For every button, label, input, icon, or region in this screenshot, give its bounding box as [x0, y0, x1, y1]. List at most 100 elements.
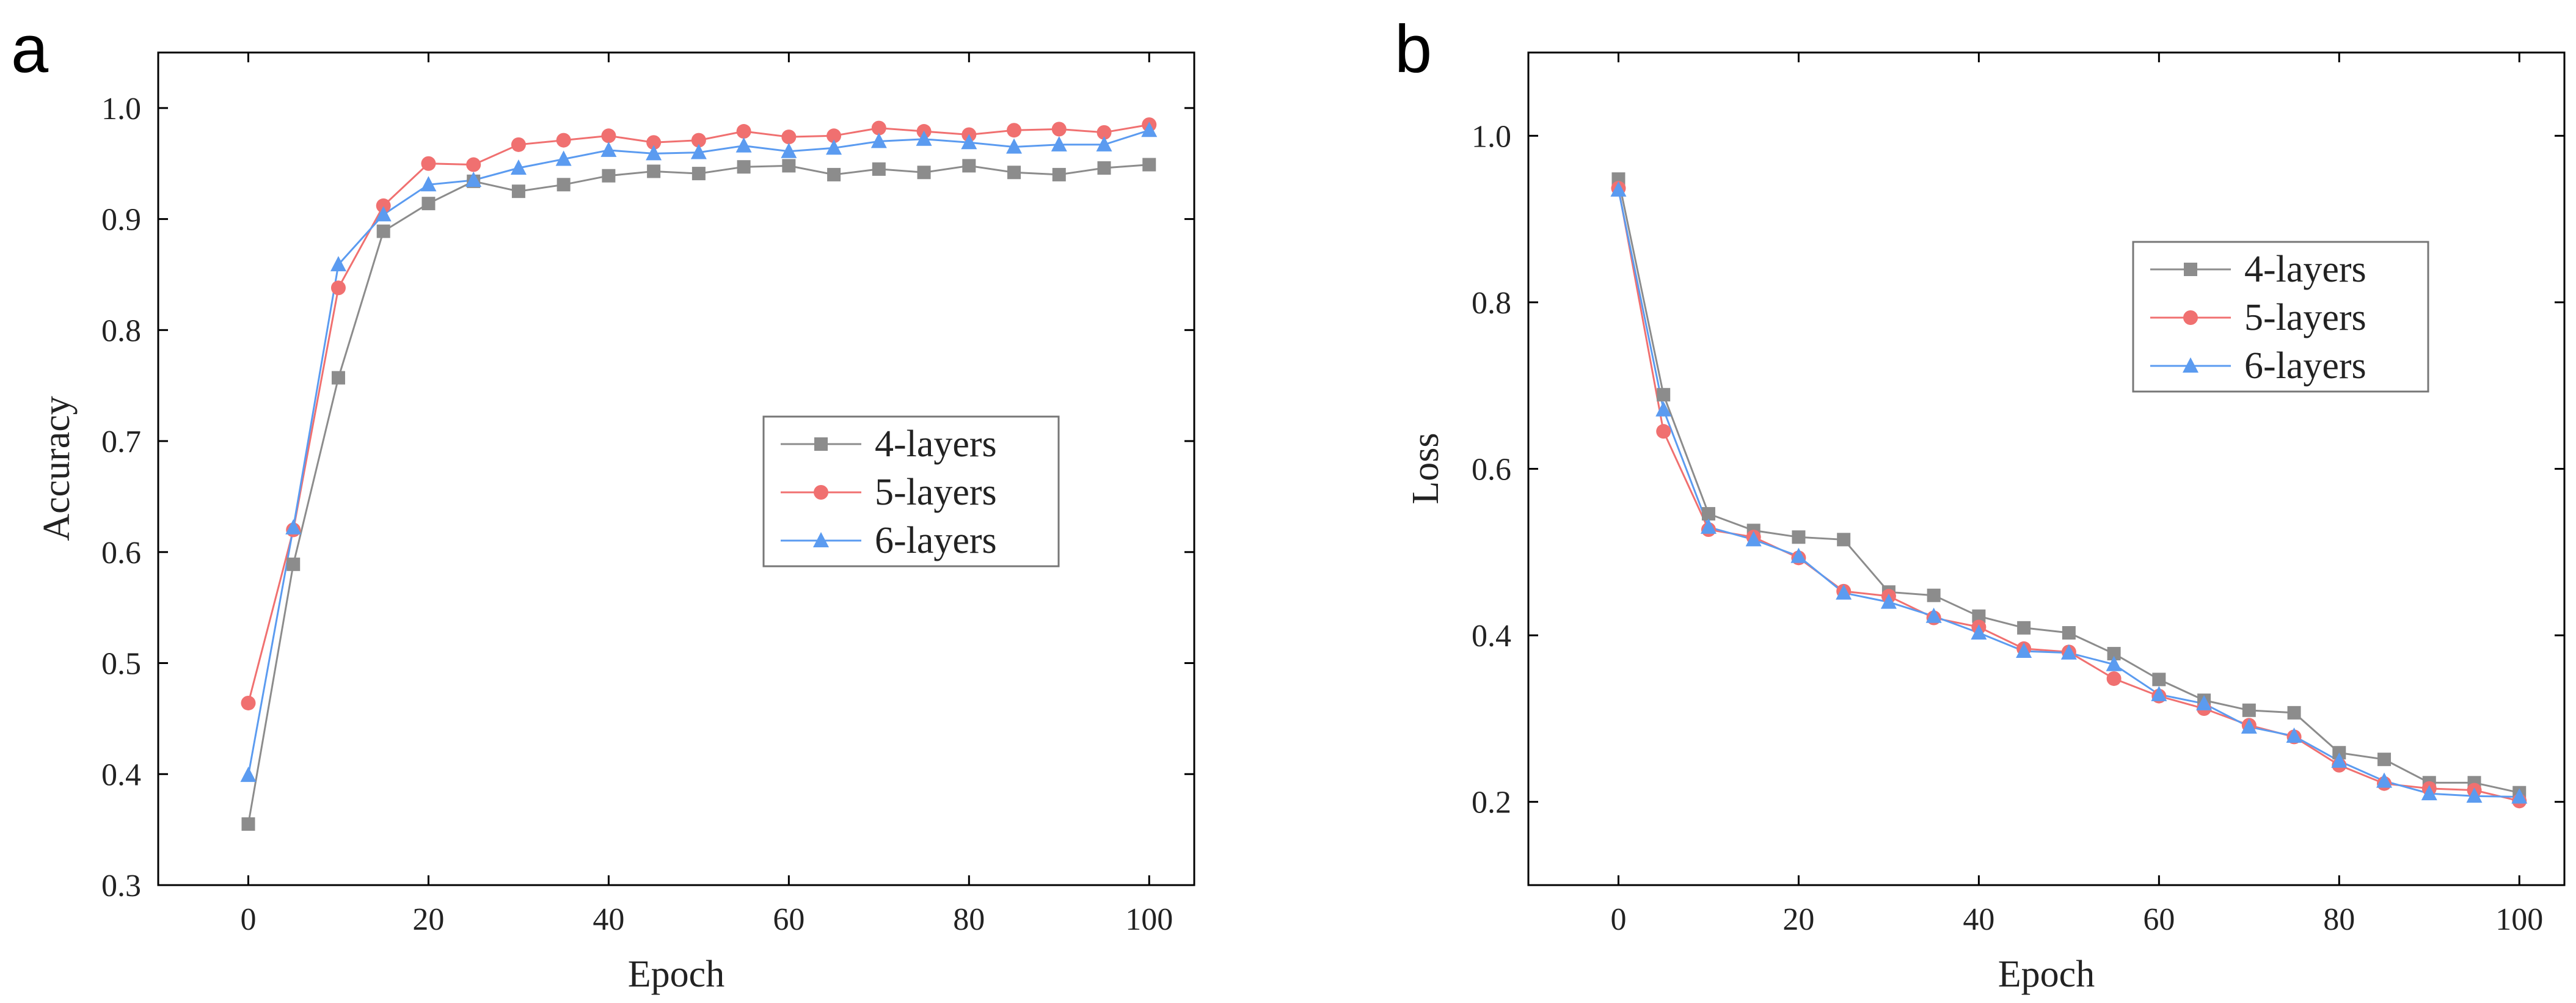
point-b-0-14 [2242, 703, 2256, 717]
point-a-2-18 [1051, 136, 1067, 151]
point-a-1-3 [376, 198, 391, 213]
x-tick-label-b-2: 40 [1963, 902, 1994, 937]
y-tick-label-a-6: 0.9 [101, 203, 141, 238]
point-a-2-4 [420, 176, 437, 192]
point-a-0-1 [286, 557, 301, 571]
point-b-0-7 [1927, 588, 1941, 602]
point-a-0-14 [872, 162, 886, 176]
point-a-1-7 [556, 133, 571, 148]
x-tick-label-a-5: 100 [1125, 902, 1173, 937]
y-tick-label-a-2: 0.5 [101, 647, 141, 682]
x-axis-title-a: Epoch [628, 954, 724, 995]
y-axis-title-b: Loss [1405, 432, 1447, 504]
point-a-1-19 [1096, 125, 1112, 140]
y-tick-label-a-3: 0.6 [101, 536, 141, 571]
point-a-0-15 [917, 166, 931, 180]
legend-marker-b-1 [2183, 310, 2198, 325]
legend-marker-a-2 [813, 532, 829, 547]
legend-label-b-1: 5-layers [2244, 297, 2366, 338]
point-a-0-7 [556, 178, 571, 192]
point-b-2-12 [2151, 685, 2167, 701]
axes-frame-b [1527, 51, 2566, 886]
panel-label-a: a [11, 12, 49, 87]
x-tick-label-a-1: 20 [412, 902, 444, 937]
point-a-0-10 [691, 167, 706, 181]
point-a-2-12 [781, 142, 797, 158]
point-b-0-2 [1701, 507, 1715, 521]
y-tick-label-a-0: 0.3 [101, 869, 141, 903]
point-a-2-13 [826, 139, 842, 155]
point-a-0-0 [241, 817, 255, 831]
legend-entry-b-1: 5-layers [2150, 297, 2366, 338]
x-tick-label-b-5: 100 [2495, 902, 2543, 937]
point-b-2-10 [2060, 644, 2077, 660]
point-b-2-15 [2286, 728, 2302, 743]
legend-label-a-0: 4-layers [875, 423, 997, 465]
point-a-1-5 [466, 157, 481, 172]
point-a-1-2 [330, 280, 346, 296]
point-a-0-11 [737, 160, 751, 174]
x-axis-title-b: Epoch [1998, 954, 2095, 995]
x-tick-label-b-3: 60 [2143, 902, 2175, 937]
point-a-2-1 [285, 519, 302, 534]
point-a-0-8 [602, 169, 616, 183]
point-a-1-14 [871, 120, 886, 136]
point-a-0-6 [511, 184, 525, 199]
point-a-2-11 [735, 137, 752, 153]
point-a-0-20 [1142, 158, 1156, 172]
point-b-2-13 [2196, 695, 2213, 710]
x-tick-label-b-4: 80 [2323, 902, 2355, 937]
point-a-2-14 [870, 133, 887, 148]
legend-marker-b-2 [2183, 357, 2198, 373]
point-a-0-9 [647, 164, 661, 178]
point-a-2-19 [1096, 136, 1112, 151]
point-b-2-5 [1836, 584, 1852, 600]
point-b-2-4 [1790, 547, 1807, 563]
panel-label-b: b [1395, 12, 1432, 87]
point-b-0-1 [1657, 388, 1671, 402]
point-b-1-1 [1656, 424, 1671, 439]
legend-entry-b-0: 4-layers [2150, 249, 2366, 290]
y-tick-label-a-7: 1.0 [101, 92, 141, 126]
point-b-2-0 [1610, 181, 1627, 197]
point-b-2-11 [2106, 655, 2122, 671]
point-a-0-17 [1007, 166, 1021, 180]
point-b-0-5 [1837, 533, 1851, 547]
point-a-1-11 [736, 124, 751, 139]
point-b-2-17 [2376, 772, 2393, 788]
y-tick-label-b-3: 0.8 [1472, 286, 1511, 321]
plot-area-a [240, 117, 1158, 831]
point-b-2-1 [1655, 401, 1672, 417]
point-a-2-0 [240, 767, 257, 782]
point-a-1-12 [781, 129, 797, 145]
x-tick-label-a-0: 0 [240, 902, 256, 937]
point-a-2-5 [465, 171, 482, 187]
legend-marker-a-0 [814, 437, 828, 451]
legend-label-a-2: 6-layers [875, 520, 997, 561]
panel-a: a 0 20 40 60 80 100 0.3 0.4 0.5 0.6 0.7 0.8 0.9 1.0 E… [11, 12, 1195, 995]
point-b-0-15 [2287, 706, 2301, 720]
point-a-0-2 [331, 371, 345, 385]
point-a-2-2 [330, 256, 346, 272]
legend-marker-b-0 [2184, 263, 2197, 276]
x-tick-label-a-2: 40 [593, 902, 624, 937]
point-a-2-8 [600, 141, 617, 157]
point-b-0-17 [2377, 753, 2392, 767]
point-b-2-14 [2241, 718, 2257, 734]
point-a-1-0 [241, 695, 256, 710]
point-a-0-12 [782, 159, 796, 173]
point-a-2-17 [1006, 138, 1023, 154]
y-tick-label-a-1: 0.4 [101, 757, 141, 792]
y-axis-title-a: Accuracy [36, 396, 78, 541]
x-tick-label-b-1: 20 [1782, 902, 1814, 937]
point-b-0-4 [1792, 530, 1806, 544]
point-a-1-10 [691, 133, 706, 148]
point-b-2-2 [1700, 518, 1717, 534]
point-b-0-8 [1972, 609, 1986, 623]
legend-b: 4-layers 5-layers 6-layers [2132, 241, 2429, 393]
y-tick-label-a-5: 0.8 [101, 313, 141, 348]
y-tick-label-b-1: 0.4 [1472, 619, 1511, 654]
point-a-1-18 [1051, 122, 1067, 137]
point-a-2-7 [555, 150, 572, 166]
point-a-2-16 [961, 134, 977, 150]
